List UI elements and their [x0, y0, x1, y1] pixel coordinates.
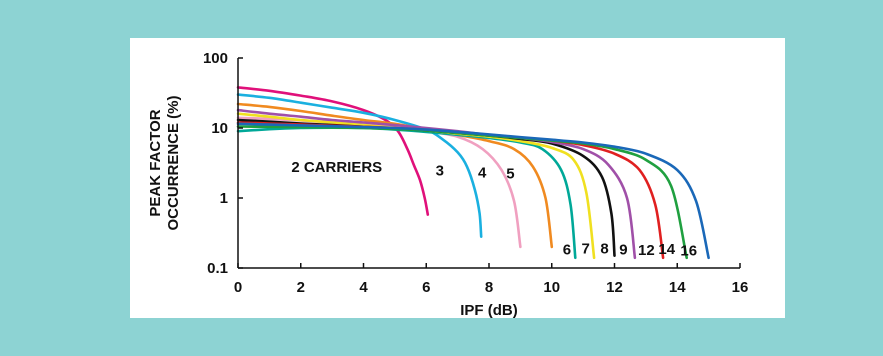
curve-label: 12	[638, 242, 655, 259]
curve-label: 16	[680, 242, 697, 259]
curve-label: 3	[436, 162, 444, 179]
y-tick-label: 100	[203, 50, 228, 67]
x-tick-label: 0	[234, 279, 242, 296]
x-tick-label: 2	[297, 279, 305, 296]
x-axis-title: IPF (dB)	[460, 302, 518, 319]
curve-label: 7	[582, 241, 590, 258]
curve-label: 9	[619, 242, 627, 259]
curve-16	[236, 122, 710, 260]
curve-label: 2 CARRIERS	[291, 159, 382, 176]
curve-label: 6	[563, 242, 571, 259]
curve-labels-group: 2 CARRIERS 3 4 5 6 7 8 9 12 14 16	[291, 159, 697, 259]
y-axis-title-line-1: PEAK FACTOR	[147, 109, 164, 216]
x-tick-label: 8	[485, 279, 493, 296]
curve-label: 5	[506, 165, 514, 182]
y-tick-label: 0.1	[207, 260, 228, 277]
x-tick-label: 4	[359, 279, 368, 296]
y-tick-label: 1	[220, 190, 228, 207]
curve-label: 8	[600, 241, 608, 258]
curve-14	[236, 125, 688, 260]
x-tick-label: 10	[543, 279, 560, 296]
chart-panel	[130, 38, 785, 318]
y-ticks-group: 0.1 1 10 100	[203, 50, 243, 277]
x-ticks-group: 0 2 4 6 8 10 12 14 16	[234, 263, 749, 296]
y-tick-label: 10	[211, 120, 228, 137]
x-tick-label: 14	[669, 279, 686, 296]
x-tick-label: 6	[422, 279, 430, 296]
curve-label: 14	[658, 241, 675, 258]
curve-label: 4	[478, 165, 487, 182]
curve-12	[236, 121, 665, 260]
x-tick-label: 12	[606, 279, 623, 296]
curves-group	[236, 86, 710, 260]
y-axis-title-line-2: OCCURRENCE (%)	[165, 95, 182, 230]
x-tick-label: 16	[732, 279, 749, 296]
